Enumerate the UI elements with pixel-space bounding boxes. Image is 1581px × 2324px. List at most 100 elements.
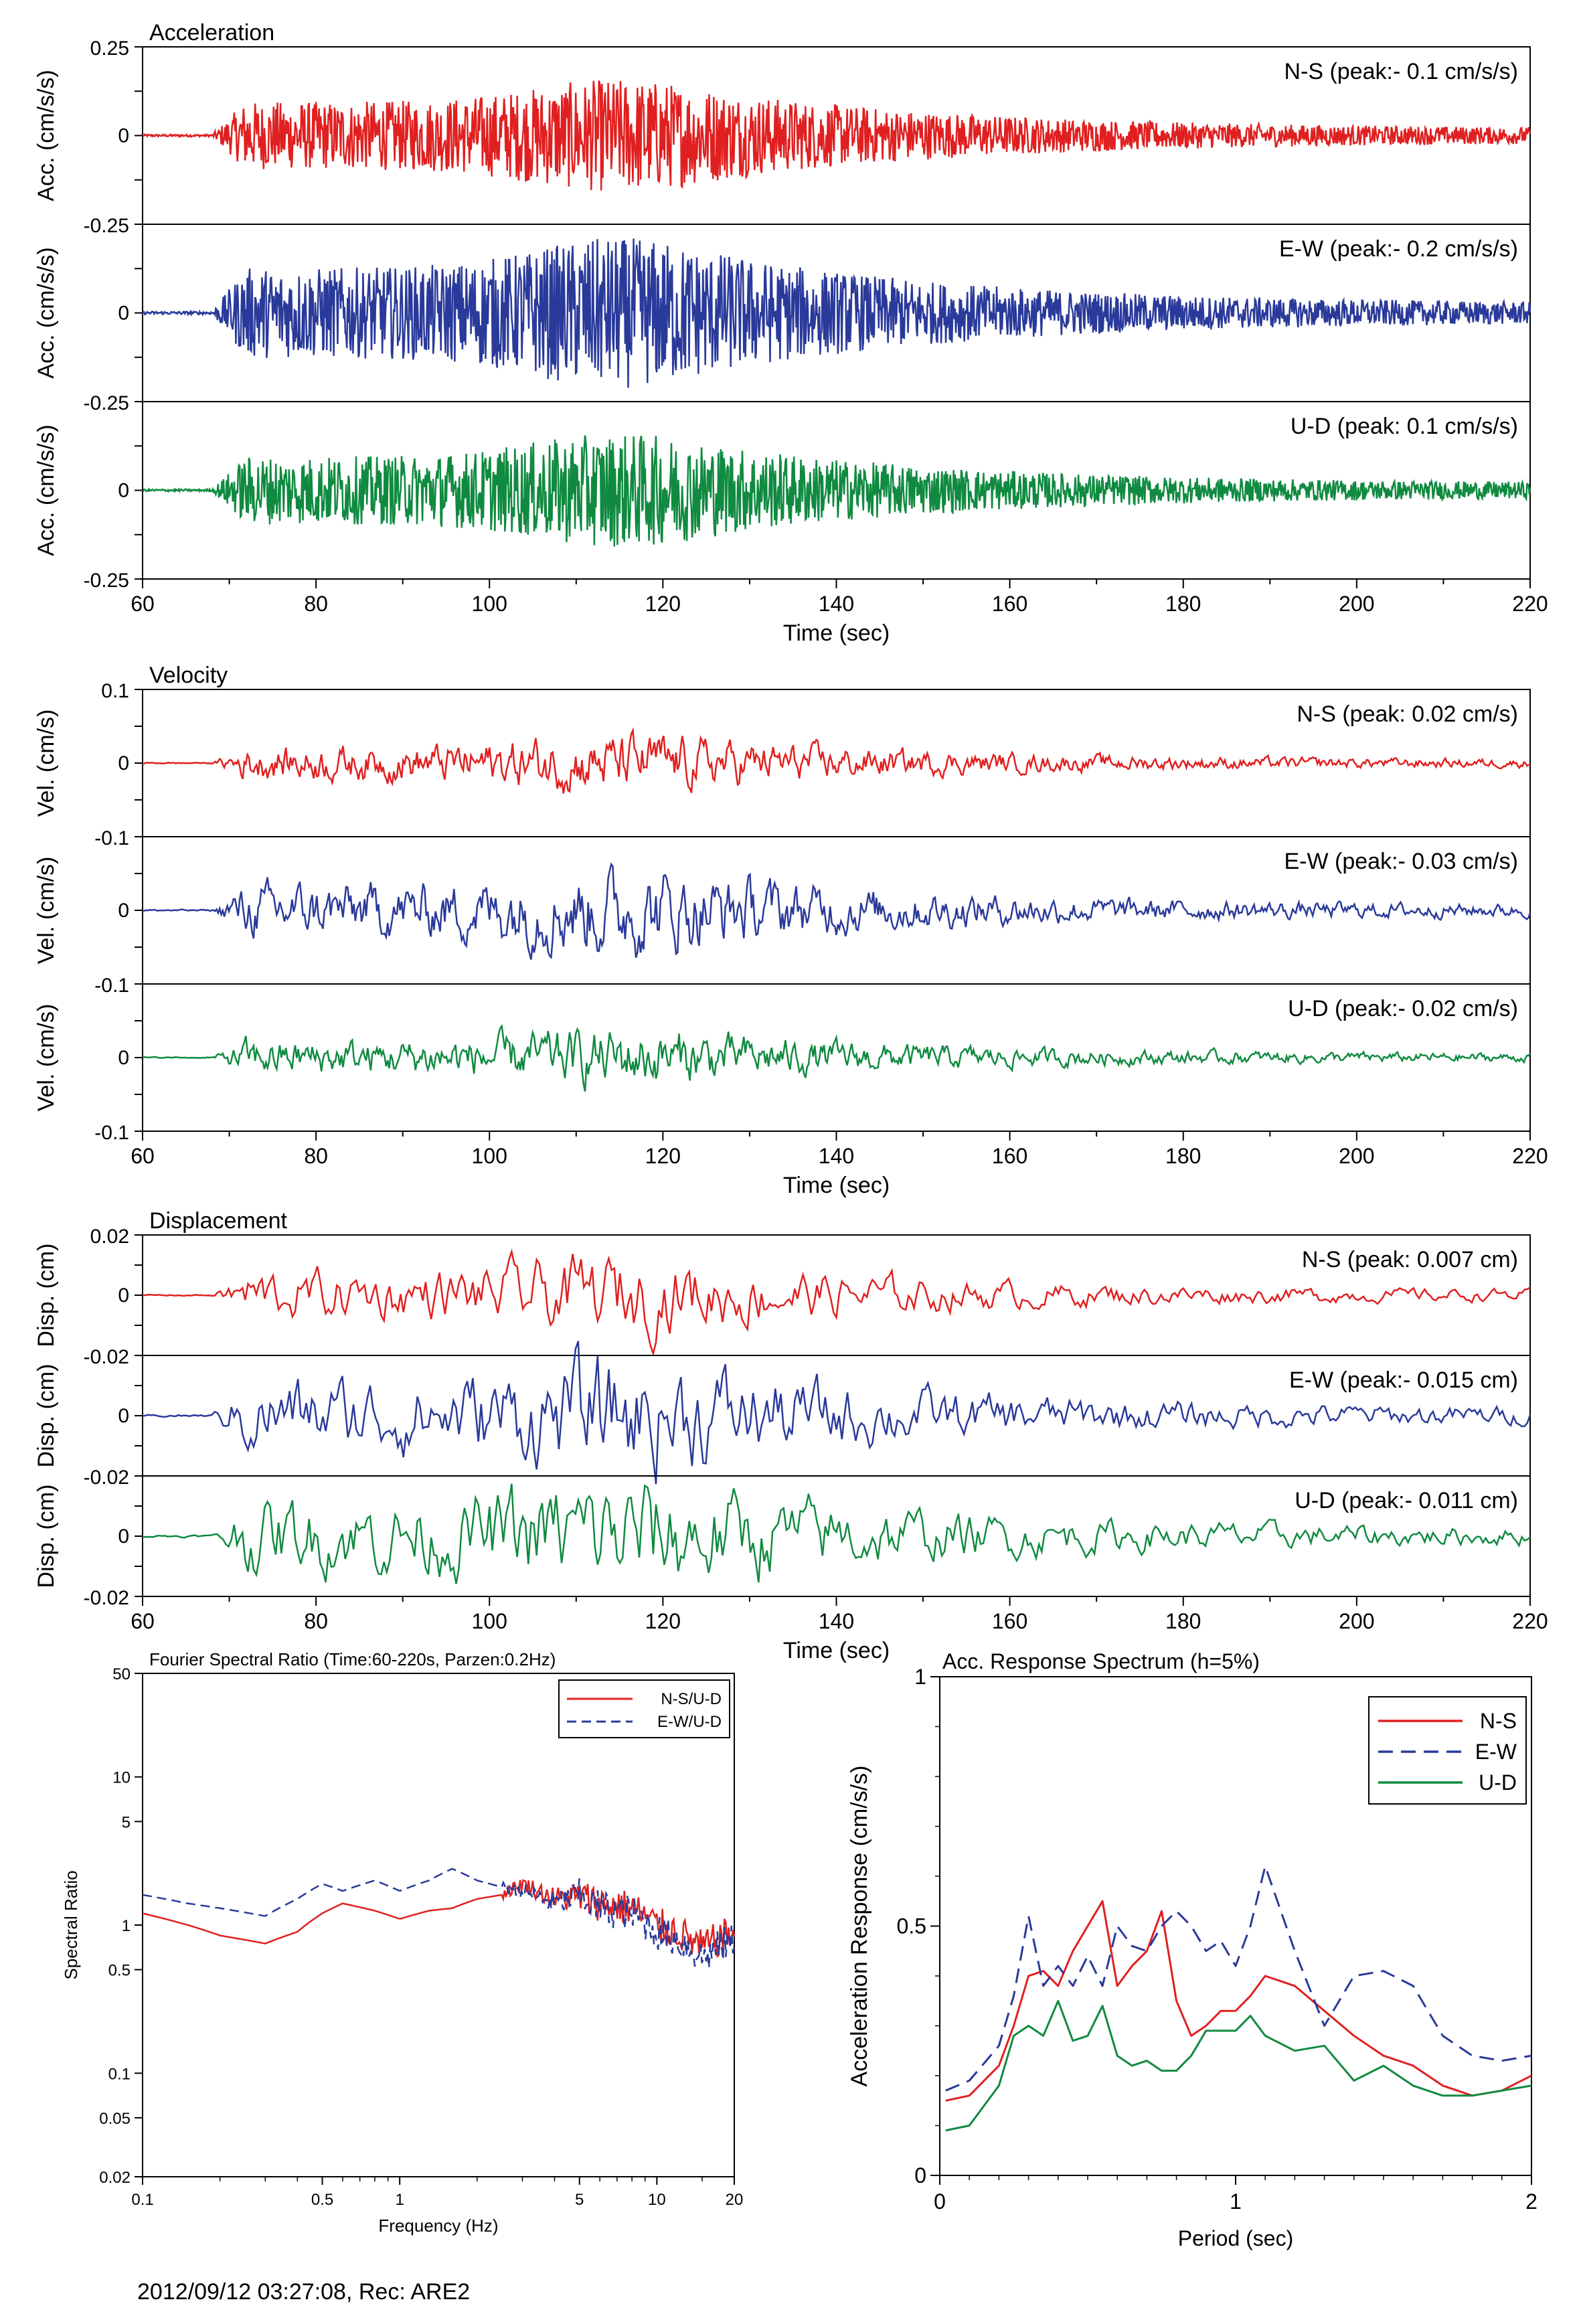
trace-label: N-S (peak: 0.007 cm) <box>1302 1247 1518 1272</box>
y-tick-label: 5 <box>122 1813 131 1831</box>
legend-box <box>558 1679 730 1738</box>
series-u-d <box>945 1999 1532 2132</box>
trace-label: N-S (peak:- 0.1 cm/s/s) <box>1284 59 1518 84</box>
group-title: Acceleration <box>149 20 274 46</box>
y-tick-label: -0.1 <box>94 975 129 997</box>
waveform-n-s <box>142 1248 1531 1357</box>
x-tick-label: 5 <box>575 2191 584 2209</box>
series-n-s <box>945 1900 1532 2102</box>
group-title: Velocity <box>149 663 228 688</box>
series-e-w <box>945 1865 1532 2092</box>
y-axis-label: Vel. (cm/s) <box>33 857 59 965</box>
y-axis-label: Disp. (cm) <box>33 1485 59 1588</box>
y-axis-label: Vel. (cm/s) <box>33 1004 59 1112</box>
x-tick-label: 200 <box>1339 592 1374 616</box>
x-tick-label: 160 <box>992 1609 1027 1633</box>
y-tick-label: 0 <box>118 480 129 502</box>
x-tick-label: 120 <box>645 592 681 616</box>
x-tick-label: 80 <box>304 592 328 616</box>
x-tick-label: 60 <box>131 592 155 616</box>
trace-label: N-S (peak: 0.02 cm/s) <box>1297 701 1518 727</box>
y-tick-label: 0 <box>118 900 129 922</box>
x-axis-label: Time (sec) <box>783 1173 890 1198</box>
x-tick-label: 100 <box>472 592 507 616</box>
waveform-u-d <box>142 1483 1531 1584</box>
x-tick-label: 0.1 <box>131 2191 153 2209</box>
y-axis-label: Disp. (cm) <box>33 1364 59 1468</box>
x-tick-label: 10 <box>648 2191 666 2209</box>
x-tick-label: 80 <box>304 1609 328 1633</box>
x-tick-label: 60 <box>131 1144 155 1168</box>
y-axis-label: Disp. (cm) <box>33 1244 59 1347</box>
y-tick-label: -0.02 <box>84 1467 129 1489</box>
x-tick-label: 2 <box>1525 2189 1537 2214</box>
y-tick-label: 0.02 <box>99 2169 131 2187</box>
y-tick-label: -0.25 <box>84 570 129 592</box>
time-history-velocity: Velocity 0.1 0 -0.1 Vel. (cm/s) N-S (peak: 0.… <box>33 663 1548 1198</box>
x-tick-label: 160 <box>992 1144 1027 1168</box>
y-axis-label: Acc. (cm/s/s) <box>33 70 59 201</box>
legend-label: U-D <box>1479 1770 1517 1795</box>
trace-label: E-W (peak:- 0.015 cm) <box>1289 1367 1518 1393</box>
legend-label: E-W <box>1475 1740 1517 1764</box>
trace-label: U-D (peak:- 0.02 cm/s) <box>1288 996 1518 1021</box>
y-tick-label: 0 <box>118 1405 129 1427</box>
x-tick-label: 220 <box>1512 1609 1548 1633</box>
y-tick-label: -0.1 <box>94 827 129 849</box>
x-tick-label: 200 <box>1339 1144 1374 1168</box>
y-tick-label: -0.25 <box>84 215 129 237</box>
x-tick-label: 140 <box>819 1144 854 1168</box>
y-tick-label: 0.05 <box>99 2110 131 2128</box>
x-tick-label: 1 <box>1230 2189 1242 2214</box>
record-info: 2012/09/12 03:27:08, Rec: ARE2 <box>137 2279 471 2305</box>
waveform-n-s <box>142 80 1531 191</box>
group-title: Displacement <box>149 1208 288 1234</box>
y-tick-label: -0.25 <box>84 392 129 414</box>
y-tick-label: 1 <box>914 1665 926 1689</box>
x-tick-label: 180 <box>1165 592 1201 616</box>
time-history-displacement: Displacement 0.02 0 -0.02 Disp. (cm) N-S (pea… <box>33 1208 1548 1663</box>
series-e-w-u-d <box>142 1868 736 1969</box>
x-tick-label: 160 <box>992 592 1027 616</box>
response-spectrum-chart: Acc. Response Spectrum (h=5%) 0 1 2 1 0.5 0 Per… <box>847 1649 1537 2250</box>
y-axis-label: Acc. (cm/s/s) <box>33 247 59 378</box>
legend-label: E-W/U-D <box>657 1713 722 1731</box>
trace-label: U-D (peak: 0.1 cm/s/s) <box>1291 414 1518 439</box>
x-axis-label: Period (sec) <box>1178 2226 1294 2250</box>
x-tick-label: 180 <box>1165 1144 1201 1168</box>
y-tick-label: 50 <box>112 1665 131 1683</box>
y-axis-label: Spectral Ratio <box>61 1870 81 1979</box>
x-axis-label: Time (sec) <box>783 620 890 646</box>
chart-title: Fourier Spectral Ratio (Time:60-220s, Pa… <box>149 1649 556 1669</box>
series-n-s-u-d <box>142 1879 736 1959</box>
x-tick-label: 60 <box>131 1609 155 1633</box>
x-tick-label: 180 <box>1165 1609 1201 1633</box>
y-tick-label: 1 <box>122 1917 131 1935</box>
x-tick-label: 120 <box>645 1144 681 1168</box>
y-tick-label: 0.5 <box>897 1914 926 1938</box>
x-tick-label: 100 <box>472 1144 507 1168</box>
x-tick-label: 100 <box>472 1609 507 1633</box>
waveform-e-w <box>142 862 1531 960</box>
y-tick-label: 0.25 <box>90 37 129 60</box>
waveform-e-w <box>142 1341 1531 1485</box>
chart-title: Acc. Response Spectrum (h=5%) <box>942 1649 1260 1673</box>
y-tick-label: -0.02 <box>84 1346 129 1368</box>
y-tick-label: -0.02 <box>84 1587 129 1609</box>
x-tick-label: 220 <box>1512 592 1548 616</box>
y-tick-label: 0 <box>118 752 129 774</box>
trace-label: U-D (peak:- 0.011 cm) <box>1295 1488 1518 1513</box>
x-tick-label: 120 <box>645 1609 681 1633</box>
y-tick-label: 0.1 <box>108 2065 131 2083</box>
legend-box <box>1368 1696 1527 1805</box>
plot-frame <box>142 1673 735 2177</box>
waveform-u-d <box>142 435 1531 547</box>
y-axis-label: Vel. (cm/s) <box>33 710 59 817</box>
time-history-acceleration: Acceleration 0.25 0 -0.25 Acc. (cm/s/s) N-S (… <box>33 20 1548 646</box>
fourier-ratio-chart: Fourier Spectral Ratio (Time:60-220s, Pa… <box>61 1649 743 2236</box>
y-tick-label: 0.02 <box>90 1226 129 1248</box>
x-tick-label: 20 <box>726 2191 744 2209</box>
y-axis-label: Acceleration Response (cm/s/s) <box>847 1766 872 2087</box>
legend-label: N-S/U-D <box>661 1690 722 1708</box>
